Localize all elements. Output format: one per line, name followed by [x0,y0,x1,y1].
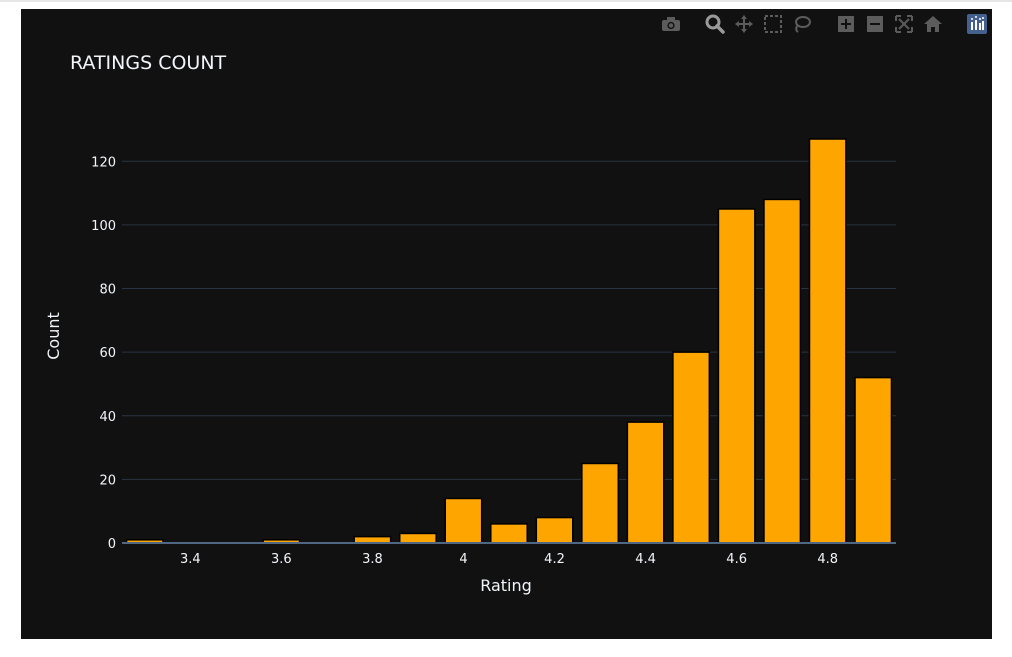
bars [125,138,893,544]
top-border [0,0,1012,2]
bar-chart: 0 20 40 60 80 100 120 3.4 3.6 3.8 4 4.2 4.4 4.6 4.8 R… [44,52,896,595]
plotly-logo-icon[interactable] [966,13,988,35]
pan-icon[interactable] [733,13,755,35]
x-tick-label: 4.6 [726,552,747,567]
lasso-icon[interactable] [791,13,813,35]
bar-4.3[interactable] [581,462,620,544]
y-tick-label: 120 [91,155,116,170]
modebar [660,13,988,35]
y-tick-label: 80 [99,283,116,298]
y-axis-label: Count [44,312,63,360]
bar-4.4[interactable] [626,421,665,544]
x-tick-label: 4.4 [635,552,656,567]
x-tick-label: 4.2 [544,552,565,567]
x-tick-label: 3.6 [271,552,292,567]
chart-container: 0 20 40 60 80 100 120 3.4 3.6 3.8 4 4.2 4.4 4.6 4.8 R… [21,9,992,639]
bar-4.8[interactable] [808,138,847,544]
bar-4.7[interactable] [763,198,802,544]
box-select-icon[interactable] [762,13,784,35]
camera-icon[interactable] [660,13,682,35]
bar-4.6[interactable] [717,208,756,544]
y-tick-label: 40 [99,410,116,425]
x-tick-label: 3.4 [180,552,201,567]
x-axis-label: Rating [480,576,532,595]
x-tick-label: 4.8 [817,552,838,567]
y-tick-label: 60 [99,346,116,361]
zoom-out-icon[interactable] [864,13,886,35]
bar-3.9[interactable] [398,532,437,544]
bar-4[interactable] [444,497,483,544]
y-tick-label: 0 [108,537,116,552]
autoscale-icon[interactable] [893,13,915,35]
y-tick-labels: 0 20 40 60 80 100 120 [91,155,116,552]
y-tick-label: 20 [99,473,116,488]
y-tick-label: 100 [91,219,116,234]
x-tick-labels: 3.4 3.6 3.8 4 4.2 4.4 4.6 4.8 [180,552,838,567]
bar-4.1[interactable] [490,523,528,544]
bar-4.2[interactable] [535,516,574,544]
bar-4.9[interactable] [854,376,893,544]
x-tick-label: 4 [459,552,467,567]
zoom-icon[interactable] [704,13,726,35]
chart-title: RATINGS COUNT [70,52,227,74]
bar-4.5[interactable] [672,351,711,544]
x-tick-label: 3.8 [362,552,383,567]
zoom-in-icon[interactable] [835,13,857,35]
reset-axes-icon[interactable] [922,13,944,35]
